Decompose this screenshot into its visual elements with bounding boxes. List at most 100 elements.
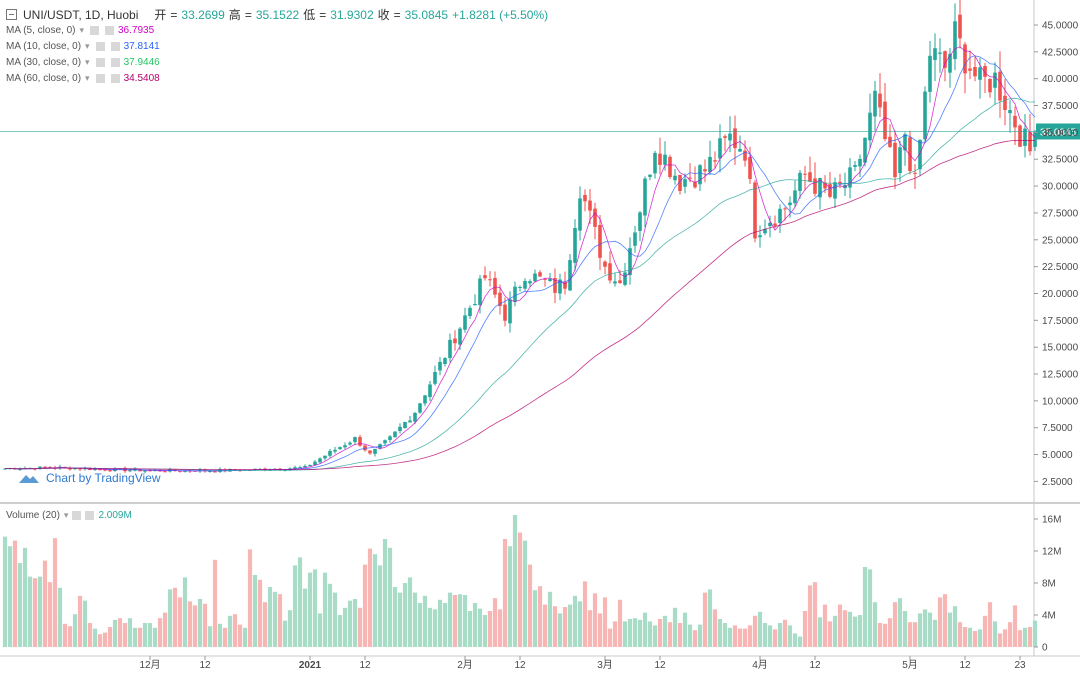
candle (463, 315, 467, 330)
volume-bar (457, 594, 463, 647)
volume-bar (327, 583, 333, 647)
volume-bar (32, 578, 38, 647)
volume-bar (697, 624, 703, 647)
volume-bar (542, 604, 548, 647)
candle (308, 465, 312, 467)
tradingview-watermark[interactable]: Chart by TradingView (18, 471, 161, 485)
volume-legend[interactable]: Volume (20) ▾ 2.009M (6, 510, 132, 521)
volume-bar (532, 590, 538, 647)
candle (813, 178, 817, 194)
watermark-text: Chart by TradingView (46, 471, 161, 485)
volume-bar (997, 633, 1003, 647)
ma-10-legend[interactable]: MA (10, close, 0) ▾ 37.8141 (6, 41, 160, 52)
candle (663, 154, 667, 165)
volume-tick-label: 0 (1042, 643, 1048, 654)
candle (708, 156, 712, 173)
volume-bar (777, 623, 783, 647)
volume-bar (847, 611, 853, 647)
volume-bar (807, 585, 813, 647)
candle (468, 307, 472, 317)
volume-bar (712, 609, 718, 647)
candle (973, 67, 977, 77)
volume-bar (502, 539, 508, 647)
dropdown-icon[interactable]: ▾ (85, 73, 90, 83)
candle (693, 182, 697, 188)
candle (878, 93, 882, 108)
volume-bar (192, 605, 198, 647)
settings-icon[interactable] (95, 42, 105, 51)
volume-bar (667, 622, 673, 647)
volume-bar (612, 621, 618, 647)
candle (313, 461, 317, 466)
volume-bar (417, 603, 423, 647)
candle (778, 208, 782, 223)
volume-bar (207, 626, 213, 647)
volume-bar (262, 602, 268, 647)
candle (43, 466, 47, 468)
price-tick-label: 35.0000 (1042, 128, 1079, 139)
dropdown-icon[interactable]: ▾ (63, 510, 69, 520)
close-icon[interactable] (110, 74, 120, 83)
volume-bar (892, 602, 898, 647)
volume-bar (1032, 620, 1038, 647)
candle (933, 48, 937, 61)
volume-bar (402, 583, 408, 647)
candle (73, 468, 77, 470)
dropdown-icon[interactable]: ▾ (79, 25, 84, 35)
close-icon[interactable] (105, 26, 114, 35)
settings-icon[interactable] (90, 26, 99, 35)
time-tick-label: 12月 (139, 659, 160, 671)
volume-bar (477, 608, 483, 647)
volume-bar (932, 619, 938, 647)
candle (583, 194, 587, 202)
dropdown-icon[interactable]: ▾ (85, 57, 90, 67)
close-icon[interactable] (110, 58, 120, 67)
candle (628, 248, 632, 276)
volume-bar (387, 547, 393, 647)
settings-icon[interactable] (95, 74, 105, 83)
candle (948, 53, 952, 73)
volume-bar (822, 604, 828, 647)
settings-icon[interactable] (72, 511, 82, 520)
candle (843, 185, 847, 189)
volume-bar (107, 627, 113, 647)
ma-5-legend[interactable]: MA (5, close, 0) ▾ 36.7935 (6, 25, 154, 36)
symbol-title[interactable]: UNI/USDT, 1D, Huobi (23, 7, 139, 22)
settings-icon[interactable] (95, 58, 105, 67)
volume-bar (597, 613, 603, 647)
candle (633, 232, 637, 246)
volume-bar (322, 572, 328, 647)
candle (358, 436, 362, 446)
volume-bar (972, 631, 978, 647)
volume-bar (62, 623, 68, 647)
ma-60-legend[interactable]: MA (60, close, 0) ▾ 34.5408 (6, 73, 160, 84)
candle (748, 156, 752, 180)
candle (773, 223, 777, 226)
volume-bar (677, 623, 683, 647)
ma-60-label: MA (60, close, 0) (6, 73, 82, 84)
candle (398, 426, 402, 432)
collapse-icon[interactable] (6, 9, 17, 20)
volume-bar (17, 563, 23, 647)
time-tick-label: 2021 (299, 660, 322, 671)
candle (548, 278, 552, 282)
candle (658, 153, 662, 165)
volume-bar (917, 613, 923, 647)
volume-bar (222, 627, 228, 647)
candle (958, 14, 962, 39)
close-icon[interactable] (110, 42, 120, 51)
price-tick-label: 20.0000 (1042, 289, 1079, 300)
candle (738, 149, 742, 152)
volume-bar (337, 615, 343, 647)
candle (393, 431, 397, 438)
volume-bar (557, 613, 563, 647)
candle (513, 286, 517, 302)
volume-bar (397, 592, 403, 647)
close-icon[interactable] (85, 511, 95, 520)
candle (453, 338, 457, 344)
ma-30-legend[interactable]: MA (30, close, 0) ▾ 37.9446 (6, 57, 160, 68)
dropdown-icon[interactable]: ▾ (85, 41, 90, 51)
volume-bar (707, 589, 713, 647)
candle (178, 470, 182, 472)
